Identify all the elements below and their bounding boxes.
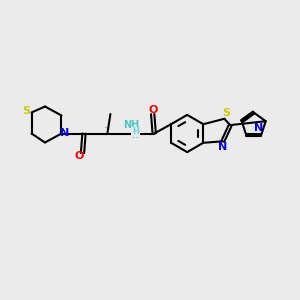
- Text: N: N: [254, 123, 263, 133]
- Text: NH: NH: [122, 122, 140, 132]
- Text: N: N: [218, 142, 227, 152]
- Text: O: O: [74, 151, 84, 161]
- Text: NH: NH: [123, 120, 139, 130]
- Text: S: S: [223, 108, 231, 118]
- Text: H: H: [131, 130, 138, 140]
- Text: S: S: [22, 106, 30, 116]
- Text: H: H: [132, 128, 139, 136]
- Text: O: O: [148, 105, 158, 116]
- Text: N: N: [61, 128, 70, 139]
